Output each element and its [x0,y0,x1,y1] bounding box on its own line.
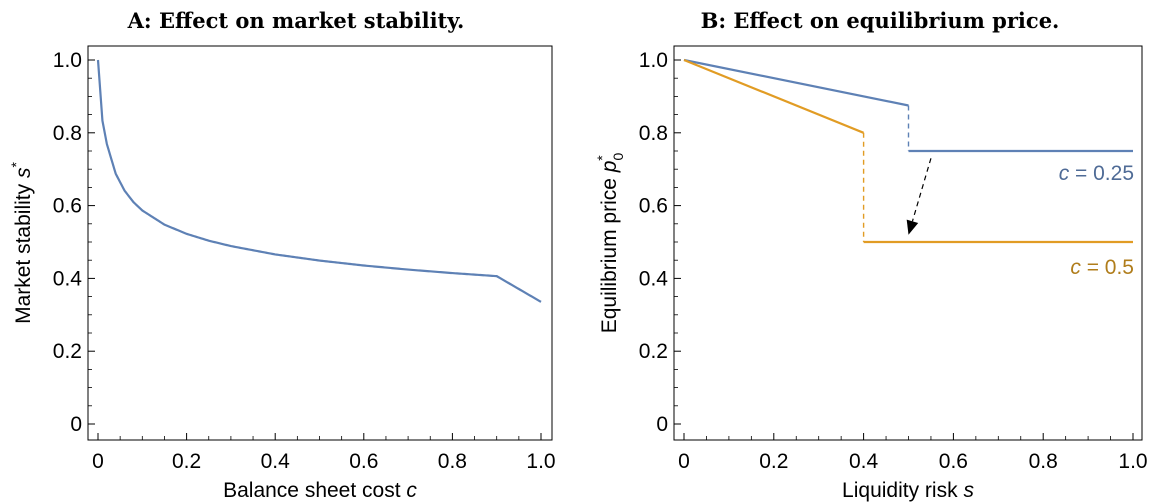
panel-b-plot-frame [673,45,1143,441]
shift-arrow-shaft [911,158,932,222]
shift-arrow-head [906,219,919,235]
panel-b-xtick-label: 1.0 [1118,450,1147,473]
panel-b-xtick-label: 0.4 [849,450,879,473]
stability-curve [96,59,542,303]
panel-b: B: Effect on equilibrium price. 0 0.2 0.4 0… [594,8,1148,502]
panel-a-ticks: 0 0.2 0.4 0.6 0.8 1.0 0 0.2 0.4 0.6 0.8 1.0 [53,49,556,473]
panel-a-ytick-label: 1.0 [53,49,82,72]
panel-b-series [683,58,1133,244]
panel-a-ytick-label: 0 [70,413,82,436]
panel-b-ticks: 0 0.2 0.4 0.6 0.8 1.0 0 0.2 0.4 0.6 0.8 1.0 [639,49,1148,473]
panel-a-title: A: Effect on market stability. [127,8,465,33]
panel-a-ylabel: Market stability s* [8,162,35,324]
panel-a-xtick-label: 0 [92,450,104,473]
panel-a-xlabel: Balance sheet cost c [223,479,417,502]
panel-a-xtick-label: 0.6 [349,450,378,473]
panel-b-ylabel: Equilibrium price p0* [594,153,626,334]
panel-a-ytick-label: 0.2 [53,340,82,363]
panel-a-ytick-label: 0.6 [53,195,82,218]
panel-b-title: B: Effect on equilibrium price. [701,8,1060,33]
label-c-025: c = 0.25 [1059,162,1134,185]
panel-a-ytick-label: 0.4 [53,267,83,290]
panel-b-ytick-label: 0.6 [639,195,668,218]
panel-b-xtick-label: 0.8 [1029,450,1058,473]
panel-a-series [96,59,542,303]
panel-b-xtick-label: 0 [678,450,690,473]
panel-a-ytick-label: 0.8 [53,122,82,145]
panel-b-ytick-label: 0 [656,413,668,436]
price-line-c-025-segment [683,58,909,107]
panel-a-xtick-label: 0.8 [438,450,467,473]
panel-b-xlabel: Liquidity risk s [842,479,974,502]
panel-a-xtick-label: 0.2 [172,450,201,473]
panel-a-xtick-label: 1.0 [526,450,555,473]
panel-b-ytick-label: 0.2 [639,340,668,363]
label-c-05: c = 0.5 [1070,256,1134,279]
panel-a-xtick-label: 0.4 [261,450,291,473]
panel-a-plot-frame [87,45,553,441]
panel-b-ytick-label: 0.4 [639,267,669,290]
price-line-c-05-segment [683,58,865,134]
panel-b-xtick-label: 0.2 [759,450,788,473]
panel-b-xtick-label: 0.6 [939,450,968,473]
panel-a: A: Effect on market stability. 0 0.2 0.4 0.… [8,8,556,502]
panel-b-ytick-label: 0.8 [639,122,668,145]
panel-b-ytick-label: 1.0 [639,49,668,72]
